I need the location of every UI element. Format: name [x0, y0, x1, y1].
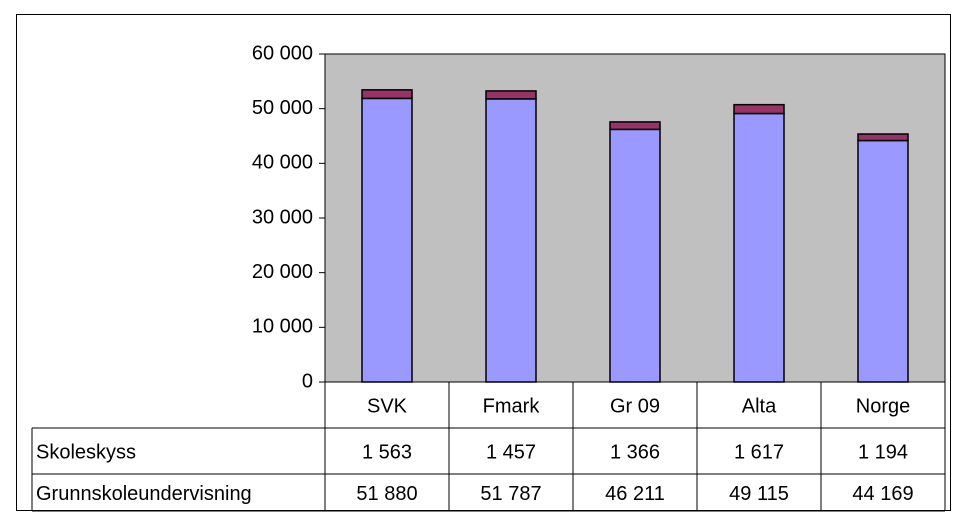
y-tick-label: 40 000 [252, 152, 313, 174]
bar-segment [733, 112, 785, 383]
y-tick-label: 0 [302, 370, 313, 392]
table-value: 51 880 [356, 483, 417, 505]
table-value: 1 563 [362, 441, 412, 463]
table-value: 1 366 [610, 441, 660, 463]
legend-label: Grunnskoleundervisning [36, 483, 252, 505]
bar-segment [361, 89, 413, 100]
bar-segment [485, 98, 537, 383]
y-tick-label: 10 000 [252, 316, 313, 338]
table-value: 46 211 [605, 483, 665, 505]
x-tick-label: Fmark [483, 395, 541, 417]
table-value: 51 787 [480, 483, 541, 505]
y-tick-label: 60 000 [252, 42, 313, 64]
x-tick-label: Gr 09 [610, 395, 660, 417]
bar-segment [609, 128, 661, 383]
table-value: 44 169 [852, 483, 913, 505]
y-tick-label: 30 000 [252, 206, 313, 228]
bar-segment [857, 139, 909, 383]
x-tick-label: Norge [856, 395, 910, 417]
bar-segment [485, 90, 537, 100]
table-value: 1 457 [486, 441, 536, 463]
bar-segment [609, 121, 661, 131]
bar-segment [733, 103, 785, 115]
legend-label: Skoleskyss [36, 441, 136, 463]
x-tick-label: Alta [742, 395, 777, 417]
bar-segment [361, 97, 413, 383]
table-value: 1 617 [734, 441, 784, 463]
table-value: 49 115 [729, 483, 789, 505]
x-tick-label: SVK [367, 395, 408, 417]
y-tick-label: 20 000 [252, 261, 313, 283]
table-value: 1 194 [858, 441, 908, 463]
y-tick-label: 50 000 [252, 97, 313, 119]
bar-segment [857, 133, 909, 142]
